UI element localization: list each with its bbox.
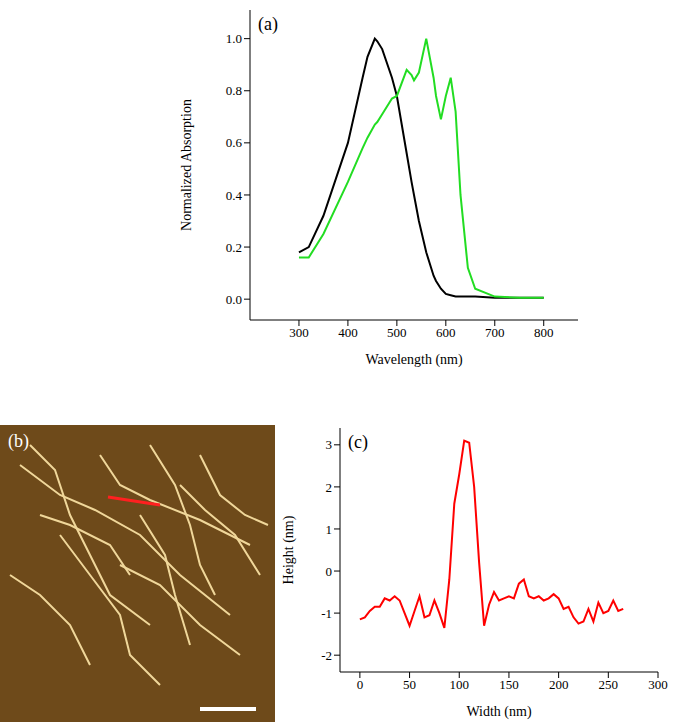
svg-text:0.2: 0.2 [226, 240, 242, 255]
svg-text:150: 150 [499, 677, 519, 692]
svg-text:1.0: 1.0 [226, 31, 242, 46]
svg-text:-2: -2 [321, 648, 332, 663]
svg-text:800: 800 [534, 325, 554, 340]
svg-text:100: 100 [450, 677, 470, 692]
svg-text:700: 700 [485, 325, 505, 340]
svg-text:0: 0 [357, 677, 364, 692]
svg-text:0.0: 0.0 [226, 292, 242, 307]
svg-text:0.4: 0.4 [226, 188, 243, 203]
svg-text:300: 300 [289, 325, 309, 340]
html-text:(c): (c) [348, 432, 368, 452]
svg-text:0.8: 0.8 [226, 83, 242, 98]
svg-text:600: 600 [436, 325, 456, 340]
svg-text:1: 1 [326, 522, 333, 537]
svg-text:Normalized Absorption: Normalized Absorption [180, 99, 194, 231]
svg-text:400: 400 [338, 325, 358, 340]
svg-text:Wavelength (nm): Wavelength (nm) [365, 352, 463, 368]
html-text:(a): (a) [258, 14, 278, 34]
svg-text:0: 0 [326, 564, 333, 579]
svg-text:500: 500 [387, 325, 407, 340]
svg-text:300: 300 [648, 677, 668, 692]
svg-text:Height (nm): Height (nm) [282, 515, 297, 584]
svg-text:250: 250 [599, 677, 619, 692]
svg-text:2: 2 [326, 480, 333, 495]
svg-text:0.6: 0.6 [226, 135, 243, 150]
svg-text:-1: -1 [321, 606, 332, 621]
svg-text:3: 3 [326, 437, 333, 452]
html-text:(b): (b) [8, 431, 29, 451]
svg-text:50: 50 [403, 677, 416, 692]
svg-text:200: 200 [549, 677, 569, 692]
svg-text:Width (nm): Width (nm) [466, 704, 531, 720]
